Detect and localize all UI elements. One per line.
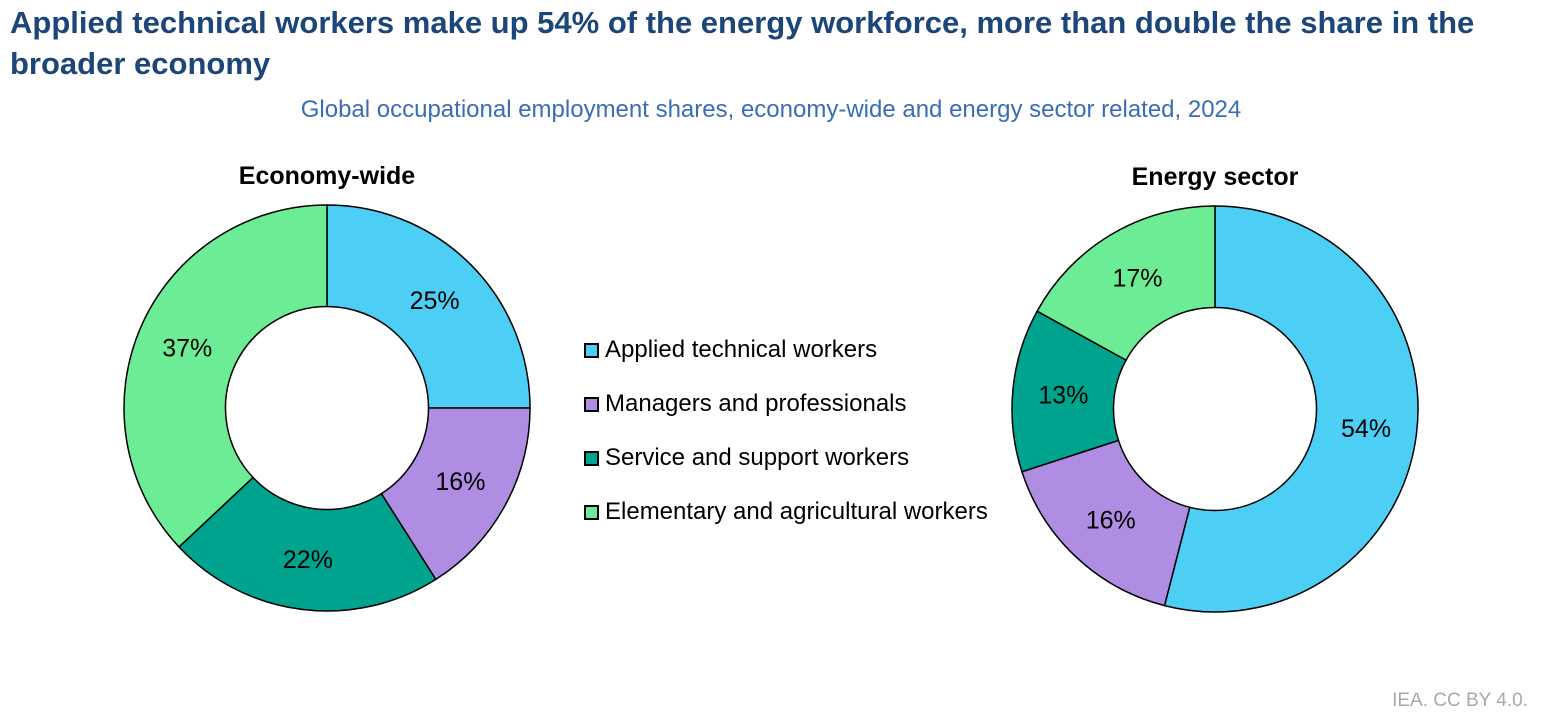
energy-sector-chart-title: Energy sector <box>1131 163 1299 191</box>
donut-slice-service-and-support-workers <box>177 476 437 612</box>
slice-value-label: 17% <box>1112 265 1162 293</box>
legend-label: Service and support workers <box>605 444 910 471</box>
legend-label: Elementary and agricultural workers <box>605 498 988 525</box>
energy-sector-donut-chart: 54% 16% 13% 17% <box>1011 205 1419 613</box>
donut-slice-applied-technical-workers <box>1163 205 1419 613</box>
legend-item-elementary-and-agricultural-workers: Elementary and agricultural workers <box>584 498 988 525</box>
legend-label: Applied technical workers <box>605 336 878 363</box>
slice-value-label: 13% <box>1038 381 1088 409</box>
slice-value-label: 25% <box>410 287 460 315</box>
slice-value-label: 22% <box>283 546 333 574</box>
chart-subtitle: Global occupational employment shares, e… <box>300 96 1242 123</box>
legend-item-applied-technical-workers: Applied technical workers <box>584 336 988 363</box>
legend-swatch-service-and-support-workers <box>584 450 599 466</box>
legend-swatch-applied-technical-workers <box>584 342 599 358</box>
donut-slice-applied-technical-workers <box>326 204 531 409</box>
legend: Applied technical workers Managers and p… <box>584 336 988 553</box>
donut-slice-elementary-and-agricultural-workers <box>123 204 328 549</box>
economy-wide-donut-chart: 25% 16% 22% 37% <box>123 204 531 612</box>
slice-value-label: 37% <box>162 334 212 362</box>
legend-swatch-managers-and-professionals <box>584 396 599 412</box>
donut-slice-managers-and-professionals <box>1020 439 1191 607</box>
page-title: Applied technical workers make up 54% of… <box>10 5 1475 81</box>
slice-value-label: 54% <box>1341 415 1391 443</box>
economy-wide-chart-title: Economy-wide <box>238 162 416 190</box>
attribution-text: IEA. CC BY 4.0. <box>1392 690 1528 711</box>
legend-swatch-elementary-and-agricultural-workers <box>584 504 599 520</box>
legend-label: Managers and professionals <box>605 390 907 417</box>
donut-slice-managers-and-professionals <box>380 407 531 581</box>
slice-value-label: 16% <box>435 468 485 496</box>
donut-slice-elementary-and-agricultural-workers <box>1036 205 1216 362</box>
legend-item-service-and-support-workers: Service and support workers <box>584 444 988 471</box>
slice-value-label: 16% <box>1086 507 1136 535</box>
legend-item-managers-and-professionals: Managers and professionals <box>584 390 988 417</box>
